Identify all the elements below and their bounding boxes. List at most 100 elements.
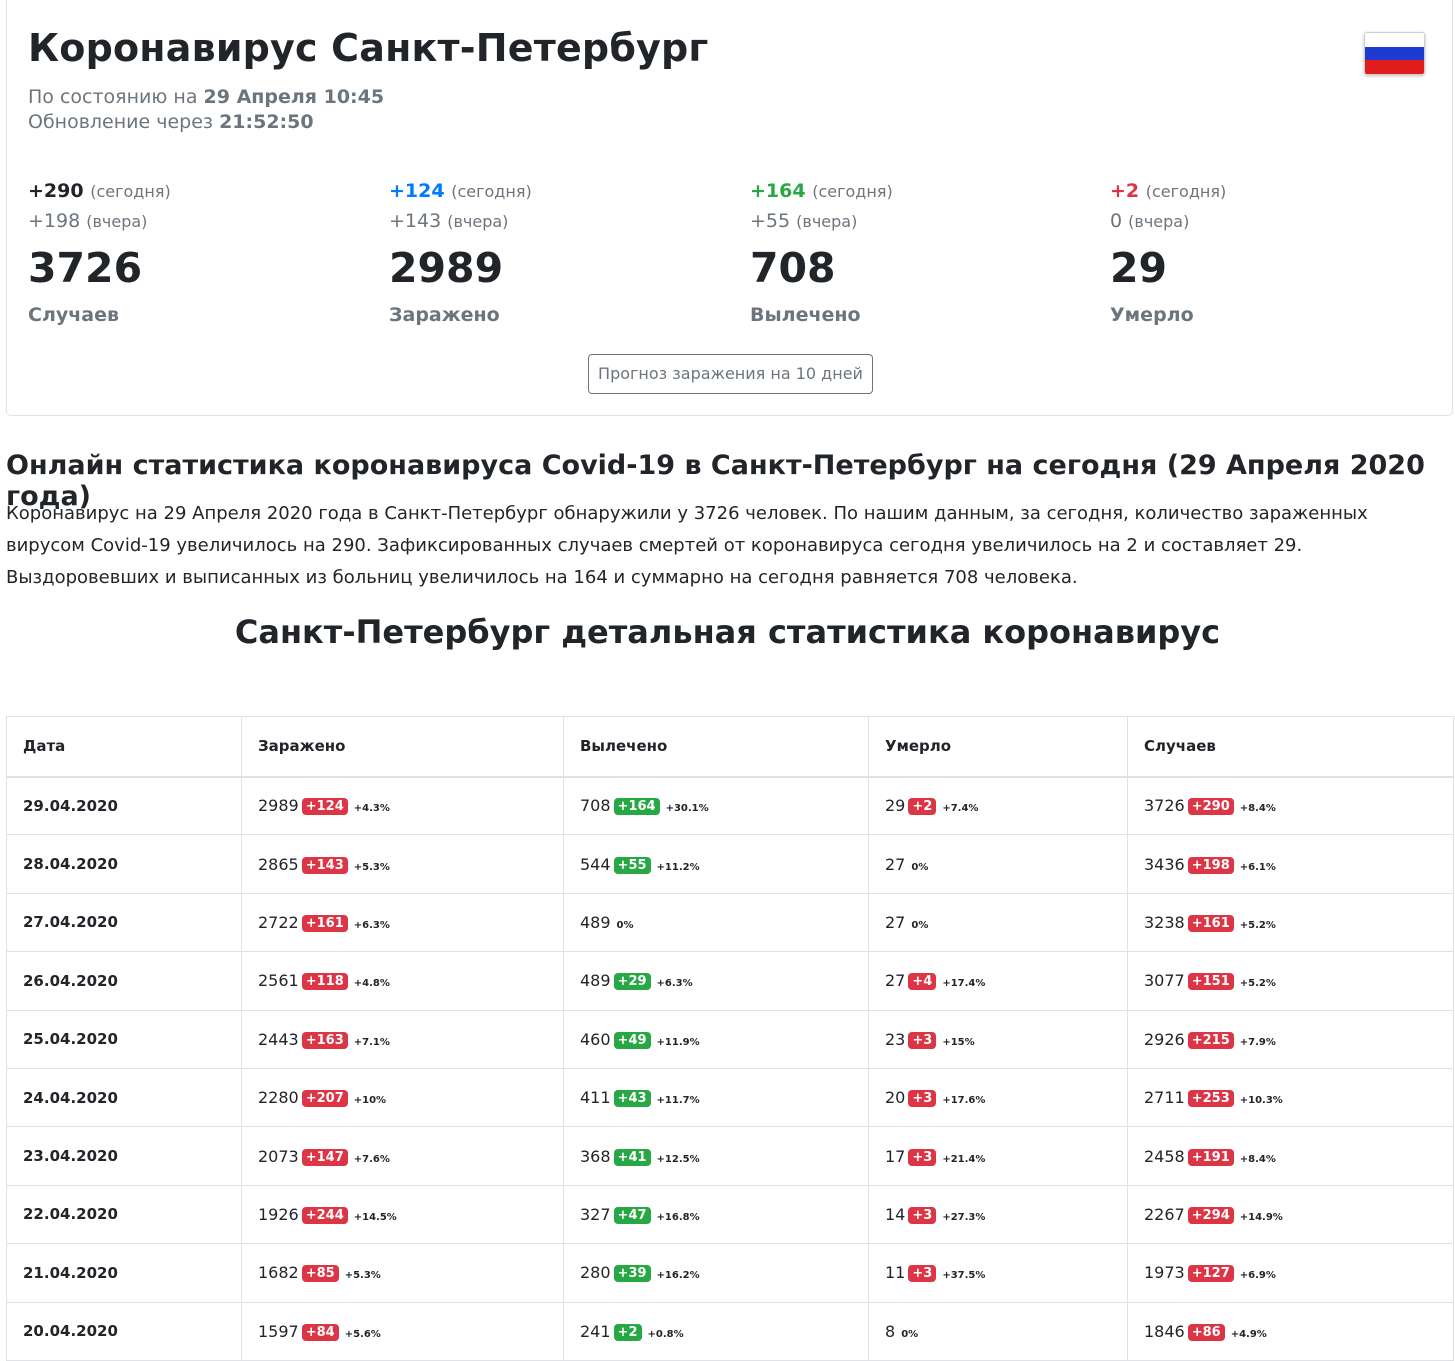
cell-value: 241	[580, 1321, 611, 1341]
cell-date: 20.04.2020	[6, 1301, 242, 1361]
delta-badge: +3	[908, 1265, 937, 1283]
delta-badge: +207	[301, 1090, 348, 1108]
cell-value: 2443	[258, 1029, 299, 1049]
page-title: Коронавирус Санкт-Петербург	[28, 26, 709, 70]
delta-badge: +29	[613, 973, 651, 991]
cell-recovered: 327 +47 +16.8%	[563, 1184, 869, 1245]
cell-deaths: 11 +3 +37.5%	[868, 1243, 1128, 1303]
percent-change: +11.7%	[656, 1095, 700, 1107]
percent-change: +37.5%	[942, 1270, 986, 1282]
cell-value: 2989	[258, 796, 299, 816]
summary-card: Коронавирус Санкт-Петербург По состоянию…	[6, 0, 1453, 416]
cell-value: 3238	[1144, 912, 1185, 932]
percent-change: +15%	[942, 1036, 975, 1048]
cell-value: 14	[885, 1204, 906, 1224]
cell-value: 2280	[258, 1088, 299, 1108]
percent-change: 0%	[911, 919, 929, 931]
percent-change: +17.4%	[942, 978, 986, 990]
header-cases[interactable]: Случаев	[1127, 716, 1454, 778]
cell-cases: 3238 +161 +5.2%	[1127, 892, 1454, 953]
percent-change: +8.4%	[1239, 803, 1276, 815]
cell-value: 20	[885, 1088, 906, 1108]
delta-badge: +191	[1187, 1148, 1234, 1166]
table-row: 23.04.2020 2073 +147 +7.6% 368 +41 +12.5% 17 +3 +…	[6, 1126, 1454, 1186]
stat-today-tag: (сегодня)	[812, 182, 893, 201]
cell-date: 28.04.2020	[6, 834, 242, 894]
table-row: 26.04.2020 2561 +118 +4.8% 489 +29 +6.3% 27 +4 +1…	[6, 951, 1454, 1011]
cell-value: 3436	[1144, 854, 1185, 874]
cell-value: 489	[580, 971, 611, 991]
header-date[interactable]: Дата	[6, 716, 242, 778]
cell-date: 26.04.2020	[6, 951, 242, 1011]
percent-change: +6.3%	[656, 978, 693, 990]
percent-change: +7.4%	[942, 803, 979, 815]
stat-infected: +124 (сегодня) +143 (вчера) 2989 Заражен…	[389, 180, 719, 326]
cell-value: 411	[580, 1088, 611, 1108]
flag-stripe-blue	[1365, 46, 1424, 61]
delta-badge: +161	[301, 914, 348, 932]
delta-badge: +163	[301, 1031, 348, 1049]
stat-today-value: +290	[28, 180, 84, 202]
percent-change: 0%	[911, 861, 929, 873]
cell-date: 23.04.2020	[6, 1126, 242, 1186]
percent-change: +5.3%	[353, 861, 390, 873]
percent-change: +11.2%	[656, 861, 700, 873]
cell-recovered: 368 +41 +12.5%	[563, 1126, 869, 1186]
cell-value: 280	[580, 1263, 611, 1283]
cell-value: 2458	[1144, 1146, 1185, 1166]
cell-infected: 1597 +84 +5.6%	[241, 1301, 564, 1361]
delta-badge: +198	[1187, 856, 1234, 874]
cell-value: 327	[580, 1204, 611, 1224]
delta-badge: +127	[1187, 1265, 1234, 1283]
delta-badge: +85	[301, 1265, 339, 1283]
update-timer: 21:52:50	[219, 111, 314, 133]
cell-cases: 2267 +294 +14.9%	[1127, 1184, 1454, 1245]
cell-infected: 1926 +244 +14.5%	[241, 1184, 564, 1245]
percent-change: +30.1%	[665, 803, 709, 815]
delta-badge: +3	[908, 1206, 937, 1224]
delta-badge: +244	[301, 1206, 348, 1224]
cell-value: 23	[885, 1029, 906, 1049]
cell-value: 27	[885, 971, 906, 991]
cell-value: 2711	[1144, 1088, 1185, 1108]
cell-recovered: 708 +164 +30.1%	[563, 775, 869, 836]
cell-recovered: 489 +29 +6.3%	[563, 951, 869, 1011]
delta-badge: +118	[301, 973, 348, 991]
percent-change: +6.1%	[1239, 861, 1276, 873]
cell-deaths: 8 0%	[868, 1301, 1128, 1361]
delta-badge: +55	[613, 856, 651, 874]
delta-badge: +124	[301, 798, 348, 816]
header-recovered[interactable]: Вылечено	[563, 716, 869, 778]
cell-deaths: 23 +3 +15%	[868, 1009, 1128, 1069]
status-prefix: По состоянию на	[28, 86, 198, 108]
header-deaths[interactable]: Умерло	[868, 716, 1128, 778]
table-row: 22.04.2020 1926 +244 +14.5% 327 +47 +16.8% 14 +3…	[6, 1184, 1454, 1245]
delta-badge: +215	[1187, 1031, 1234, 1049]
header-infected[interactable]: Заражено	[241, 716, 564, 778]
cell-deaths: 20 +3 +17.6%	[868, 1067, 1128, 1128]
delta-badge: +2	[908, 798, 937, 816]
stat-today-value: +2	[1110, 180, 1140, 202]
delta-badge: +43	[613, 1090, 651, 1108]
forecast-button[interactable]: Прогноз заражения на 10 дней	[588, 354, 873, 394]
stat-yesterday-value: +143	[389, 210, 442, 232]
cell-value: 27	[885, 912, 906, 932]
percent-change: +7.6%	[353, 1153, 390, 1165]
stat-recovered: +164 (сегодня) +55 (вчера) 708 Вылечено	[750, 180, 1080, 326]
cell-cases: 2458 +191 +8.4%	[1127, 1126, 1454, 1186]
online-stats-heading: Онлайн статистика коронавируса Covid-19 …	[6, 450, 1425, 512]
stat-yesterday-tag: (вчера)	[447, 212, 509, 231]
stat-total: 2989	[389, 244, 504, 292]
stat-yesterday-value: +198	[28, 210, 81, 232]
stat-label: Умерло	[1110, 304, 1194, 326]
percent-change: +21.4%	[942, 1153, 986, 1165]
delta-badge: +39	[613, 1265, 651, 1283]
stat-today-tag: (сегодня)	[1145, 182, 1227, 201]
table-row: 29.04.2020 2989 +124 +4.3% 708 +164 +30.1% 29 +2…	[6, 775, 1454, 836]
stat-yesterday: +55 (вчера)	[750, 210, 1080, 236]
percent-change: +7.1%	[353, 1036, 390, 1048]
cell-infected: 2722 +161 +6.3%	[241, 892, 564, 953]
russia-flag-icon[interactable]	[1364, 32, 1425, 75]
cell-value: 29	[885, 796, 906, 816]
cell-date: 21.04.2020	[6, 1243, 242, 1303]
